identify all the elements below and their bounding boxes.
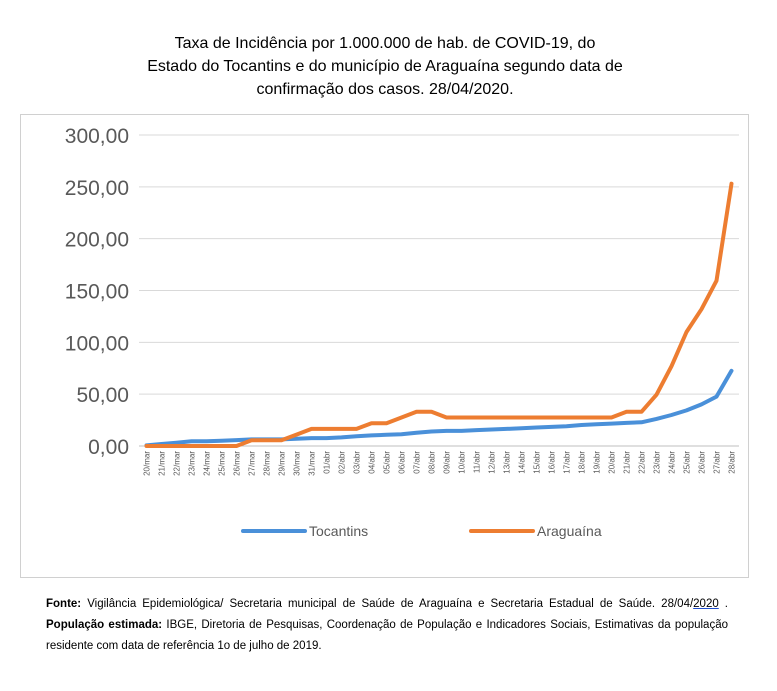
chart-title: Taxa de Incidência por 1.000.000 de hab.… [60,32,710,101]
x-tick-label: 20/mar [143,451,152,476]
y-tick-label: 0,00 [88,436,129,459]
x-tick-label: 11/abr [473,451,482,473]
chart-frame: 0,00 50,00 100,00 150,00 200,00 250,00 300,00 2… [20,114,749,578]
x-tick-label: 10/abr [458,451,467,474]
x-tick-label: 14/abr [518,451,527,474]
x-tick-label: 23/mar [188,451,197,476]
population-label: População estimada: [46,619,163,631]
x-tick-label: 03/abr [353,451,362,474]
source-label: Fonte: [46,598,82,610]
chart-title-line-3: confirmação dos casos. 28/04/2020. [256,81,514,98]
x-tick-label: 22/mar [173,451,182,476]
source-text: Vigilância Epidemiológica/ Secretaria mu… [81,598,694,610]
x-tick-label: 24/mar [203,451,212,476]
x-tick-label: 06/abr [398,451,407,474]
x-tick-label: 26/abr [698,451,707,474]
line-chart: 0,00 50,00 100,00 150,00 200,00 250,00 300,00 2… [65,125,739,539]
chart-title-line-2: Estado do Tocantins e do município de Ar… [147,58,623,75]
x-tick-label: 20/abr [608,451,617,474]
x-tick-label: 25/abr [683,451,692,474]
series-line [144,181,734,448]
x-tick-label: 23/abr [653,451,662,474]
legend-label: Tocantins [309,523,368,539]
x-tick-label: 05/abr [383,451,392,474]
y-tick-label: 200,00 [65,229,129,252]
x-tick-label: 17/abr [563,451,572,474]
source-year: 2020 [693,598,719,610]
x-tick-label: 27/mar [248,451,257,476]
x-tick-label: 07/abr [413,451,422,474]
x-tick-label: 21/mar [158,451,167,476]
x-tick-label: 25/mar [218,451,227,476]
x-tick-label: 02/abr [338,451,347,474]
x-tick-label: 09/abr [443,451,452,474]
chart-title-line-1: Taxa de Incidência por 1.000.000 de hab.… [174,35,596,52]
x-tick-label: 13/abr [503,451,512,474]
x-tick-label: 15/abr [533,451,542,474]
x-tick-label: 27/abr [713,451,722,474]
x-tick-label: 30/mar [293,451,302,476]
y-tick-label: 150,00 [65,281,129,304]
x-tick-label: 18/abr [578,451,587,474]
x-tick-label: 16/abr [548,451,557,474]
x-tick-label: 21/abr [623,451,632,474]
y-tick-label: 100,00 [65,332,129,355]
y-tick-label: 250,00 [65,177,129,200]
x-tick-label: 19/abr [593,451,602,474]
legend-label: Araguaína [537,523,602,539]
x-tick-label: 24/abr [668,451,677,474]
series-line [144,368,734,448]
x-tick-label: 28/mar [263,451,272,476]
x-tick-label: 22/abr [638,451,647,474]
x-tick-label: 31/mar [308,451,317,476]
x-tick-label: 29/mar [278,451,287,476]
x-tick-label: 04/abr [368,451,377,474]
x-tick-label: 28/abr [728,451,737,474]
x-tick-label: 01/abr [323,451,332,474]
y-tick-label: 300,00 [65,125,129,148]
x-tick-label: 26/mar [233,451,242,476]
x-tick-label: 12/abr [488,451,497,474]
y-tick-label: 50,00 [76,384,129,407]
x-tick-label: 08/abr [428,451,437,474]
population-text: IBGE, Diretoria de Pesquisas, Coordenaçã… [46,619,728,652]
footnote: Fonte: Vigilância Epidemiológica/ Secret… [46,594,728,657]
footnote-separator: . [718,598,729,610]
